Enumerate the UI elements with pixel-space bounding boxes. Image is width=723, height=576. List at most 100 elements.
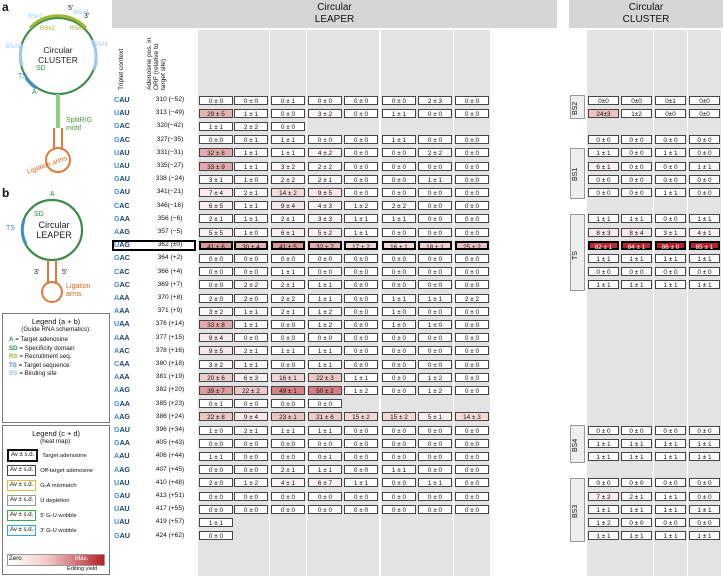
panel-c-cell: 0 ± 0 bbox=[418, 306, 452, 316]
legend-ab-text: = Specificity domain bbox=[17, 344, 75, 352]
panel-c-cell: 0 ± 0 bbox=[271, 108, 305, 118]
panel-d-cell: 1 ± 1 bbox=[655, 531, 686, 541]
panel-c-cell: 0 ± 0 bbox=[271, 438, 305, 448]
panel-d-cell: 1 ± 1 bbox=[588, 280, 619, 290]
svg-text:A: A bbox=[50, 191, 55, 198]
svg-text:RS#3: RS#3 bbox=[70, 26, 86, 32]
panel-c-cell: 0 ± 0 bbox=[455, 372, 489, 382]
panel-c-cell: 0 ± 0 bbox=[199, 253, 233, 263]
adenosine-position: 320(−42) bbox=[156, 122, 184, 130]
panel-c-cell: 1 ± 0 bbox=[418, 319, 452, 329]
panel-c-cell: 4 ± 2 bbox=[308, 148, 342, 158]
panel-d-cell: 1 ± 1 bbox=[588, 504, 619, 514]
panel-d-cell: 0 ± 0 bbox=[621, 425, 652, 435]
binding-site-label: BS1 bbox=[572, 167, 579, 182]
panel-c-cell: 0 ± 0 bbox=[382, 359, 416, 369]
triplet-context: UAU bbox=[114, 477, 130, 487]
panel-c-cell: 2 ± 1 bbox=[234, 346, 268, 356]
panel-c-cell: 0 ± 0 bbox=[418, 491, 452, 501]
adenosine-position: 413 (+51) bbox=[155, 492, 185, 499]
panel-c-cell: 0 ± 0 bbox=[271, 333, 305, 343]
panel-c-cell: 1 ± 1 bbox=[382, 293, 416, 303]
panel-c-cell: 21 ± 6 bbox=[308, 412, 342, 422]
panel-d-cell: 0 ± 0 bbox=[621, 161, 652, 171]
panel-c-cell: 0 ± 0 bbox=[455, 478, 489, 488]
panel-c-cell: 3 ± 3 bbox=[308, 214, 342, 224]
panel-c-cell: 1 ± 1 bbox=[382, 135, 416, 145]
panel-d-cell: 1 ± 1 bbox=[689, 280, 720, 290]
legend-ab: Legend (a + b) (Guide RNA schematics): A… bbox=[2, 313, 110, 423]
panel-c-cell: 14 ± 2 bbox=[271, 187, 305, 197]
adenosine-position: 396 (+34) bbox=[155, 426, 185, 433]
panel-d-cell: 0 ± 0 bbox=[689, 491, 720, 501]
panel-c-cell: 0 ± 0 bbox=[418, 425, 452, 435]
heat-scale-max: Max. bbox=[75, 555, 89, 562]
panel-c-cell: 0 ± 0 bbox=[234, 504, 268, 514]
panel-c-cell: 5 ± 2 bbox=[308, 227, 342, 237]
panel-d-cell: 0 ± 0 bbox=[689, 148, 720, 158]
panel-d-cell: 0±0 bbox=[689, 108, 720, 118]
panel-c-cell: 0 ± 0 bbox=[344, 108, 378, 118]
panel-c-cell: 0 ± 0 bbox=[271, 451, 305, 461]
panel-c-cell: 0 ± 0 bbox=[308, 267, 342, 277]
panel-c-cell: 1 ± 2 bbox=[418, 385, 452, 395]
adenosine-position: 380 (+18) bbox=[155, 360, 185, 367]
panel-c-cell: 0 ± 0 bbox=[418, 161, 452, 171]
panel-c-cell: 1 ± 2 bbox=[344, 385, 378, 395]
panel-d-cell: 0 ± 0 bbox=[621, 135, 652, 145]
panel-c-cell: 3 ± 2 bbox=[199, 359, 233, 369]
panel-c-cell: 0 ± 0 bbox=[382, 491, 416, 501]
panel-c-cell: 1 ± 1 bbox=[308, 293, 342, 303]
panel-c-cell: 0 ± 1 bbox=[199, 399, 233, 409]
panel-d-cell: 0 ± 0 bbox=[655, 214, 686, 224]
legend-cd-text: G-A mismatch bbox=[40, 482, 77, 489]
panel-c-cell: 2 ± 2 bbox=[271, 293, 305, 303]
panel-d-cell: 8 ± 3 bbox=[588, 227, 619, 237]
panel-c-cell: 1 ± 1 bbox=[418, 293, 452, 303]
svg-text:Ligation arms: Ligation arms bbox=[26, 155, 68, 176]
panel-c-cell: 0 ± 0 bbox=[271, 253, 305, 263]
legend-ab-text: = Binding site bbox=[17, 370, 57, 378]
panel-c-cell: 0 ± 0 bbox=[308, 399, 342, 409]
panel-c-cell: 33 ± 8 bbox=[199, 319, 233, 329]
panel-c-cell: 0 ± 0 bbox=[308, 253, 342, 263]
panel-c-cell: 1 ± 1 bbox=[234, 359, 268, 369]
adenosine-position: 376 (+14) bbox=[155, 320, 185, 328]
panel-d-cell: 1 ± 1 bbox=[655, 438, 686, 448]
panel-c-cell: 0 ± 0 bbox=[418, 135, 452, 145]
panel-c-cell: 0 ± 0 bbox=[418, 253, 452, 263]
panel-c-cell: 0 ± 0 bbox=[455, 148, 489, 158]
panel-c-cell: 1 ± 1 bbox=[344, 214, 378, 224]
adenosine-position: 327(−35) bbox=[156, 135, 184, 143]
panel-c-cell: 2 ± 1 bbox=[271, 214, 305, 224]
legend-ab-item: BS = Binding site bbox=[9, 370, 109, 378]
panel-c-cell: 0 ± 0 bbox=[455, 201, 489, 211]
panel-c-cell: 0 ± 0 bbox=[418, 346, 452, 356]
panel-c-cell: 0 ± 0 bbox=[455, 135, 489, 145]
panel-c-cell: 0 ± 0 bbox=[418, 438, 452, 448]
panel-d-cell: 24±3 bbox=[588, 108, 619, 118]
legend-ab-text: = Target sequence bbox=[16, 361, 70, 369]
panel-c-cell: 0 ± 0 bbox=[382, 280, 416, 290]
panel-c-cell: 1 ± 1 bbox=[234, 201, 268, 211]
panel-c-cell: 0 ± 0 bbox=[344, 293, 378, 303]
panel-c-cell: 1 ± 1 bbox=[199, 121, 233, 131]
panel-c-column-label: Adenosine pos. in ORF (relative to targe… bbox=[146, 37, 167, 90]
panel-c-cell: 0 ± 0 bbox=[344, 504, 378, 514]
triplet-context: GAU bbox=[114, 187, 130, 197]
adenosine-position: 381 (+19) bbox=[155, 373, 185, 381]
adenosine-position: 386 (+24) bbox=[155, 412, 185, 420]
svg-text:Ligation: Ligation bbox=[66, 283, 91, 290]
panel-c-cell: 1 ± 1 bbox=[234, 319, 268, 329]
heat-scale-label: Editing yield bbox=[67, 566, 98, 572]
panel-c-cell: 1 ± 2 bbox=[308, 306, 342, 316]
panel-c-cell: 0 ± 0 bbox=[418, 465, 452, 475]
panel-c-cell: 41 ± 6 bbox=[199, 240, 233, 251]
panel-c-cell: 0 ± 0 bbox=[455, 385, 489, 395]
legend-ab-key: TS bbox=[9, 361, 17, 369]
legend-ab-item: A = Target adenosine bbox=[9, 336, 109, 344]
panel-c-cell: 0 ± 0 bbox=[344, 135, 378, 145]
panel-d-cell: 0±1 bbox=[655, 95, 686, 105]
panel-c-cell: 0 ± 0 bbox=[382, 148, 416, 158]
panel-c-cell: 1 ± 2 bbox=[308, 319, 342, 329]
